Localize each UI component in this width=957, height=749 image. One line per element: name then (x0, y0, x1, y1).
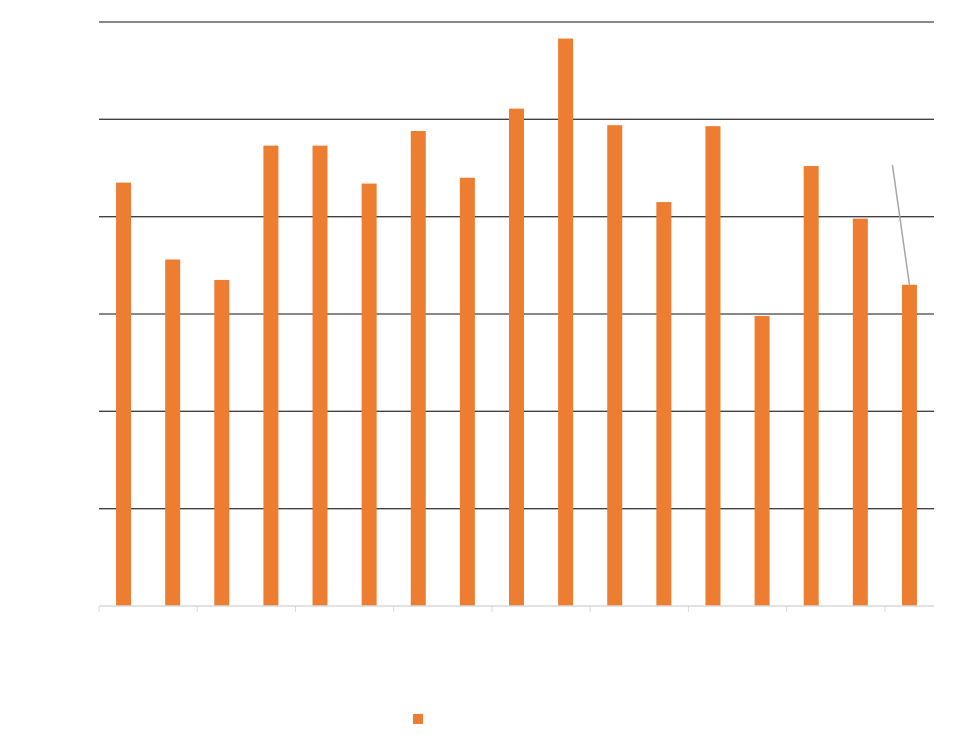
x-axis (98, 605, 934, 612)
legend-swatch (413, 714, 423, 724)
legend (413, 712, 429, 726)
bar (852, 218, 868, 606)
bar (803, 166, 819, 606)
bar (509, 108, 524, 607)
bar-series (116, 38, 917, 607)
bar (116, 182, 132, 606)
bar (705, 126, 721, 606)
bar (165, 259, 181, 606)
bar (410, 131, 426, 606)
bar (558, 38, 574, 606)
bar (263, 145, 279, 606)
annotations (891, 164, 911, 285)
bar (459, 177, 475, 606)
bar (361, 183, 377, 606)
bar (656, 202, 672, 607)
bar (312, 145, 328, 606)
bar (214, 279, 230, 606)
annotation-leader-line (891, 164, 911, 285)
bar (607, 125, 623, 606)
bar (901, 284, 917, 606)
bar (754, 315, 770, 606)
